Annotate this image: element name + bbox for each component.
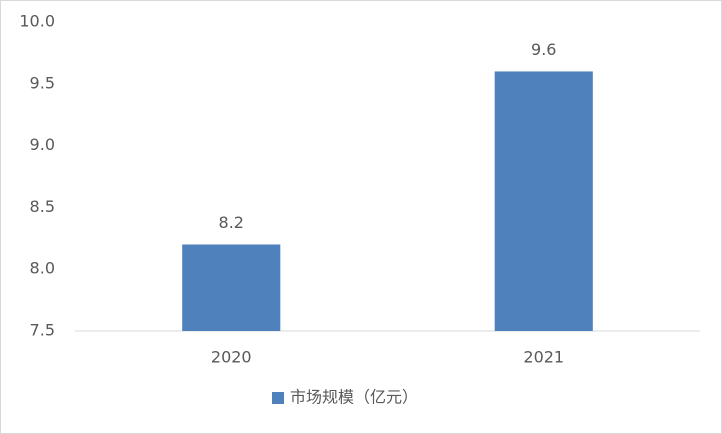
- y-tick-label: 9.5: [30, 73, 55, 92]
- data-label: 8.2: [219, 213, 244, 232]
- y-tick-label: 10.0: [19, 12, 55, 31]
- x-tick-label: 2021: [523, 348, 564, 367]
- bar: [182, 244, 281, 331]
- legend-swatch: [272, 392, 284, 404]
- data-label: 9.6: [531, 40, 556, 59]
- y-tick-label: 9.0: [30, 135, 55, 154]
- y-tick-label: 8.0: [30, 259, 55, 278]
- x-tick-label: 2020: [211, 348, 252, 367]
- y-tick-label: 8.5: [30, 197, 55, 216]
- bar: [494, 71, 593, 331]
- y-tick-label: 7.5: [30, 321, 55, 340]
- legend-label: 市场规模（亿元）: [290, 388, 418, 407]
